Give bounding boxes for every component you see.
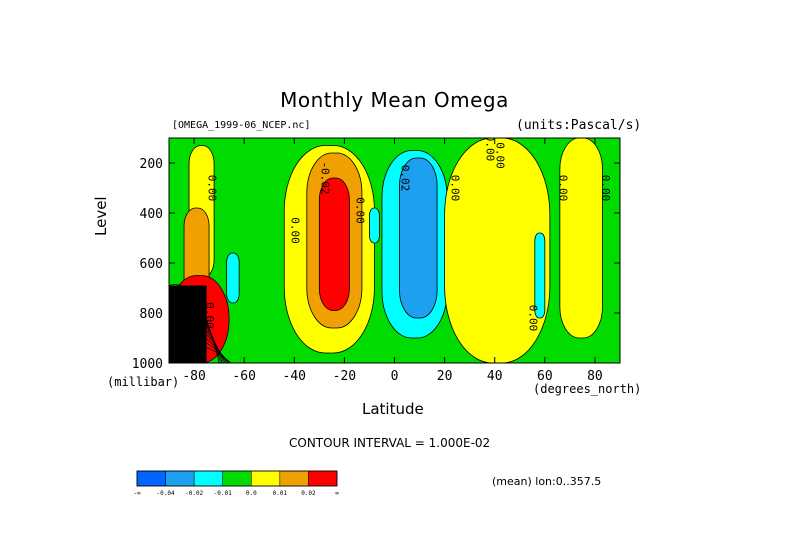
contour-line-layer: 0.000.000.00-0.02 0.02 0.000.000.000.000.0… <box>169 135 612 363</box>
y-tick-label-1: 400 <box>140 207 163 222</box>
contour-label-9: 0.00 <box>556 175 569 202</box>
contour-region-3 <box>226 252 240 304</box>
x-tick-label-2: -40 <box>283 369 306 384</box>
contour-label-10: 0.00 <box>599 175 612 202</box>
contour-interval-note: CONTOUR INTERVAL = 1.000E-02 <box>289 436 491 450</box>
contour-label-text-11: 0.00 <box>203 302 216 329</box>
contour-label-text-1: 0.00 <box>288 217 301 244</box>
contour-label-text-6: 0.00 <box>484 135 497 162</box>
x-tick-label-6: 40 <box>487 369 503 384</box>
colorbar-label-2: -0.02 <box>185 490 203 497</box>
x-tick-label-8: 80 <box>587 369 603 384</box>
chart-title: Monthly Mean Omega <box>280 88 509 112</box>
x-tick-label-3: -20 <box>333 369 356 384</box>
colorbar-swatch-6 <box>308 470 338 487</box>
contour-label-text-8: 0.00 <box>526 305 539 332</box>
contour-label-5: 0.00 <box>449 175 462 202</box>
x-axis-unit: (degrees_north) <box>533 382 642 396</box>
colorbar-label-4: 0.0 <box>246 490 257 497</box>
polar-contour-line-8 <box>169 342 232 363</box>
contour-label-3: -0.02 <box>318 161 331 194</box>
contour-label-2: 0.00 <box>353 197 366 224</box>
axis-ticks: -80 -60 -40 -20 0 20 40 60 80 200 400 600 800 1000 <box>132 138 620 384</box>
mean-longitude-note: (mean) lon:0..357.5 <box>492 475 602 488</box>
contour-label-text-7: 0.00 <box>494 142 507 169</box>
contour-label-text-9: 0.00 <box>556 175 569 202</box>
contour-label-text-3: -0.02 <box>318 161 331 194</box>
colorbar-swatch-4 <box>251 470 281 487</box>
contour-label-11: 0.00 <box>203 302 216 329</box>
y-tick-label-0: 200 <box>140 157 163 172</box>
units-label: (units:Pascal/s) <box>516 118 642 133</box>
contour-label-text-2: 0.00 <box>353 197 366 224</box>
x-tick-label-5: 20 <box>437 369 453 384</box>
polar-contour-line-0 <box>169 284 220 363</box>
x-tick-label-0: -80 <box>182 369 205 384</box>
y-tick-label-3: 800 <box>140 307 163 322</box>
contour-label-text-5: 0.00 <box>449 175 462 202</box>
x-tick-label-7: 60 <box>537 369 553 384</box>
colorbar-label-3: -0.01 <box>214 490 232 497</box>
x-axis-label: Latitude <box>362 400 424 418</box>
contour-region-7 <box>369 207 380 244</box>
x-tick-label-4: 0 <box>391 369 399 384</box>
colorbar-swatch-0 <box>136 470 166 487</box>
y-tick-label-2: 600 <box>140 257 163 272</box>
colorbar-label-7: ∞ <box>335 490 339 497</box>
y-axis-unit: (millibar) <box>107 375 180 389</box>
colorbar-swatch-1 <box>165 470 195 487</box>
contour-label-text-4: 0.02 <box>399 165 412 192</box>
contour-region-11 <box>534 232 546 319</box>
colorbar-label-0: -∞ <box>133 490 141 497</box>
file-label: [OMEGA_1999-06_NCEP.nc] <box>172 120 311 131</box>
contour-label-7: 0.00 <box>494 142 507 169</box>
contour-region-6 <box>318 177 350 311</box>
contour-region-13 <box>169 285 207 363</box>
y-tick-label-4: 1000 <box>132 357 163 372</box>
contour-label-text-0: 0.00 <box>206 175 219 202</box>
contour-region-10 <box>444 138 551 363</box>
colorbar-swatch-3 <box>222 470 252 487</box>
colorbar-frame <box>136 470 338 487</box>
contour-label-6: 0.00 <box>484 135 497 162</box>
colorbar-label-6: 0.02 <box>301 490 316 497</box>
contour-label-4: 0.02 <box>399 165 412 192</box>
contour-label-0: 0.00 <box>206 175 219 202</box>
colorbar-label-1: -0.04 <box>157 490 175 497</box>
colorbar: -∞ -0.04 -0.02 -0.01 0.0 0.01 0.02 ∞ <box>133 470 339 497</box>
contour-label-1: 0.00 <box>288 217 301 244</box>
contour-region-12 <box>559 138 603 339</box>
contour-fill-layer <box>169 138 620 363</box>
colorbar-swatch-2 <box>193 470 223 487</box>
contour-label-text-10: 0.00 <box>599 175 612 202</box>
colorbar-swatch-5 <box>279 470 309 487</box>
colorbar-label-5: 0.01 <box>273 490 288 497</box>
x-tick-label-1: -60 <box>232 369 255 384</box>
contour-label-8: 0.00 <box>526 305 539 332</box>
contour-region-9 <box>399 157 438 319</box>
